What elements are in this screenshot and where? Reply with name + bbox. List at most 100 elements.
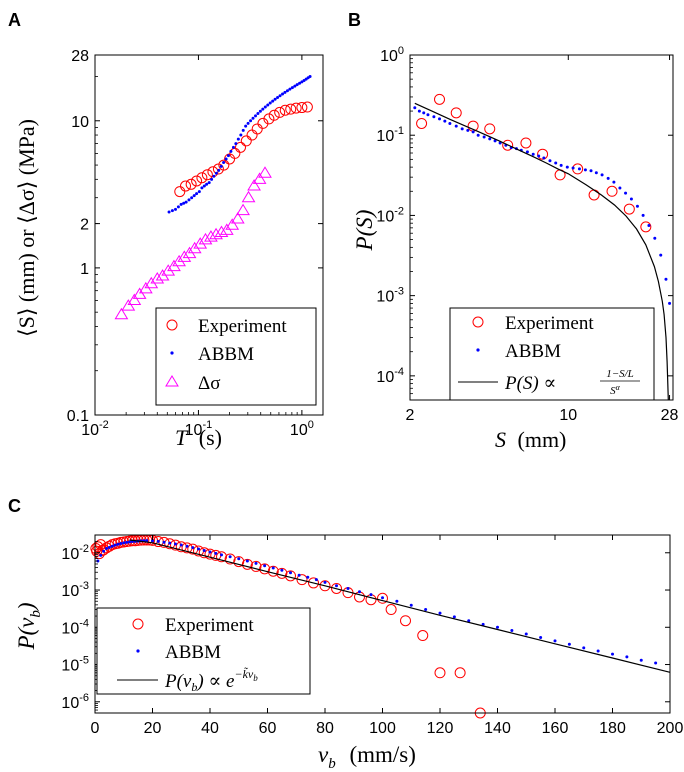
panel-a-series-abbm-point [187, 198, 191, 202]
panel-c-ytick-label: 10-4 [61, 617, 89, 637]
panel-c-series-abbm-point [280, 568, 284, 572]
panel-a-series-abbm-point [251, 116, 255, 120]
panel-c-xlabel-unit: (mm/s) [349, 742, 415, 767]
panel-b-series-abbm-point [542, 156, 546, 160]
panel-a-series-abbm-point [231, 145, 235, 149]
panel-c-series-abbm-point [245, 559, 249, 563]
panel-a-series-experiment-point [174, 186, 186, 198]
panel-c-series-experiment-point [454, 667, 466, 679]
panel-a-ylabel: ⟨S⟩ (mm) or ⟨Δσ⟩ (MPa) [14, 119, 39, 337]
panel-c-series-abbm-point [107, 545, 111, 549]
legend-c-fit-exp-sub: b [253, 673, 258, 683]
panel-a-series-abbm-point [202, 184, 206, 188]
panel-a-series-abbm-point [268, 101, 272, 105]
panel-b-series-abbm-point [548, 159, 552, 163]
panel-b-ytick-label-base: 10 [376, 128, 394, 145]
panel-c-series-experiment-point [98, 544, 110, 556]
panel-b-series-abbm-point [565, 165, 569, 169]
panel-c-series-experiment-point [241, 558, 253, 570]
panel-b-marks [413, 93, 672, 401]
panel-c-series-experiment-point [331, 582, 342, 594]
panel-c-series-abbm-point [105, 547, 108, 551]
panel-c-series-abbm-point [438, 611, 442, 615]
panel-c-series-abbm-point [639, 658, 643, 662]
panel-c-series-abbm-point [496, 625, 499, 629]
legend-b-abbm-label: ABBM [505, 341, 561, 362]
panel-a-series-dsigma-point [198, 232, 213, 245]
panel-b-series-experiment-point [606, 185, 618, 197]
legend-b-fit-den-base: S [610, 385, 616, 397]
panel-a-series-abbm-point [234, 142, 238, 146]
panel-b-xlabel-unit: (mm) [518, 427, 567, 452]
panel-a-series-abbm-point [214, 171, 218, 175]
panel-b-ytick-label-base: 10 [380, 48, 398, 65]
panel-a-ytick-label: 2 [80, 217, 89, 234]
panel-a-series-abbm-point [190, 196, 194, 200]
panel-a-series-abbm-point [263, 105, 267, 109]
panel-b-legend-box [449, 307, 655, 401]
panel-b-series-abbm-point [493, 139, 497, 143]
panel-a-series-abbm-point [285, 89, 289, 93]
legend-b-fit-numerator: 1−S/L [606, 368, 634, 380]
panel-b-series-abbm-point [422, 111, 426, 115]
panel-b-series-abbm-point [476, 133, 480, 137]
panel-b-series-abbm-point [454, 124, 458, 128]
panel-a-series-dsigma-point [193, 237, 208, 249]
panel-a-series-abbm-point [295, 83, 299, 87]
panel-b-series-abbm-point [559, 163, 563, 167]
panel-a-series-dsigma-point [121, 299, 136, 311]
panel-a-series-experiment-point [274, 106, 286, 118]
panel-c-ytick-label: 10-3 [61, 580, 89, 600]
panel-a-series-abbm-point [173, 207, 177, 211]
panel-b-series-experiment-point [537, 148, 549, 160]
panel-a-series-abbm-point [229, 149, 233, 153]
panel-c-xtick-label: 40 [201, 720, 219, 737]
panel-c-series-abbm-point [567, 642, 571, 646]
panel-b-series-abbm-point [443, 119, 447, 123]
panel-a-series-abbm-point [249, 119, 253, 123]
panel-c-series-abbm-point [179, 543, 183, 547]
panel-a-series-abbm-point [278, 94, 282, 98]
panel-a-series-abbm-point [210, 177, 214, 181]
panel-a-series-abbm-point [300, 80, 304, 84]
panel-b-ytick-label-base: 10 [376, 369, 394, 386]
panel-c-series-abbm-point [582, 646, 586, 650]
panel-a-series-experiment-point [234, 141, 246, 153]
panel-c-series-experiment-point [296, 574, 308, 586]
panel-a-xtick-label: 100 [290, 419, 314, 439]
panel-b-series-abbm-point [413, 106, 417, 110]
panel-c-series-experiment-point [267, 565, 279, 577]
legend-b-experiment-marker [472, 316, 484, 328]
panel-a-series-abbm-point [179, 202, 183, 206]
panel-a-xtick-label: 10-1 [185, 419, 213, 439]
panel-a-series-abbm-point [271, 99, 275, 103]
panel-a-series-experiment-point [201, 169, 213, 181]
panel-c-ytick-label-base: 10 [61, 620, 79, 637]
panel-c-series-abbm-point [424, 608, 428, 612]
panel-c-series-abbm-point [125, 540, 129, 544]
panel-c-series-abbm-point [156, 539, 160, 543]
panel-a-series-abbm-point [288, 87, 292, 91]
panel-c-series-abbm-point [297, 573, 301, 577]
panel-a-series-abbm-point [176, 205, 180, 209]
panel-a-series-abbm-point [258, 109, 262, 113]
panel-b-series-abbm-point [466, 128, 470, 132]
legend-c-fit-exp: −k̃v [235, 667, 254, 681]
panel-c-series-abbm-point [381, 596, 384, 600]
legend-c-fit-mid: ) ∝ e [196, 671, 234, 692]
panel-a-series-experiment-point [285, 103, 297, 115]
panel-b-series-abbm-point [577, 167, 581, 171]
panel-c-series-abbm-point [263, 564, 267, 568]
panel-c-ytick-label: 10-5 [61, 655, 89, 675]
panel-b-series-abbm-point [531, 152, 535, 156]
panel-b-series-abbm-point [471, 130, 475, 134]
panel-a-series-abbm-point [298, 81, 302, 85]
panel-c-series-abbm-point [113, 543, 117, 547]
panel-b-series-experiment-point [623, 203, 635, 215]
legend-b-fit-lhs: P(S) ∝ [504, 373, 556, 394]
panel-b-series-abbm-point [432, 115, 436, 119]
panel-c-series-abbm-point [99, 553, 103, 557]
